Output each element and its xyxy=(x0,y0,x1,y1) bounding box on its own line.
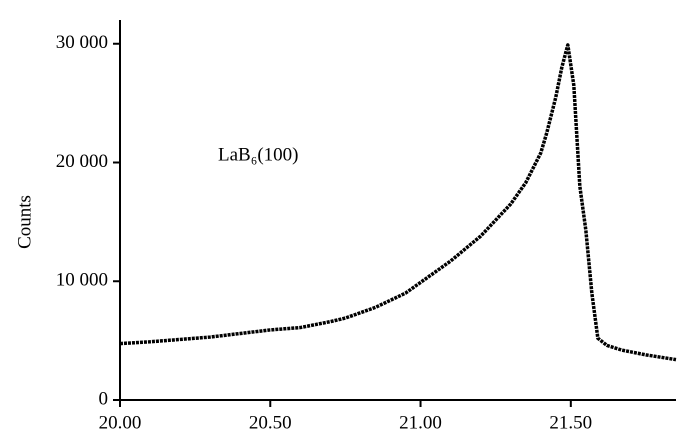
y-tick-label: 20 000 xyxy=(56,151,108,172)
annotation: LaB₆(100) xyxy=(218,144,299,165)
y-tick-label: 30 000 xyxy=(56,32,108,53)
x-tick-label: 20.00 xyxy=(99,412,142,433)
x-tick-label: 21.00 xyxy=(399,412,442,433)
y-axis-label: Counts xyxy=(14,195,35,249)
y-tick-label: 10 000 xyxy=(56,270,108,291)
x-tick-label: 21.50 xyxy=(549,412,592,433)
y-tick-label: 0 xyxy=(99,388,109,409)
x-tick-label: 20.50 xyxy=(249,412,292,433)
data-line xyxy=(119,43,677,362)
